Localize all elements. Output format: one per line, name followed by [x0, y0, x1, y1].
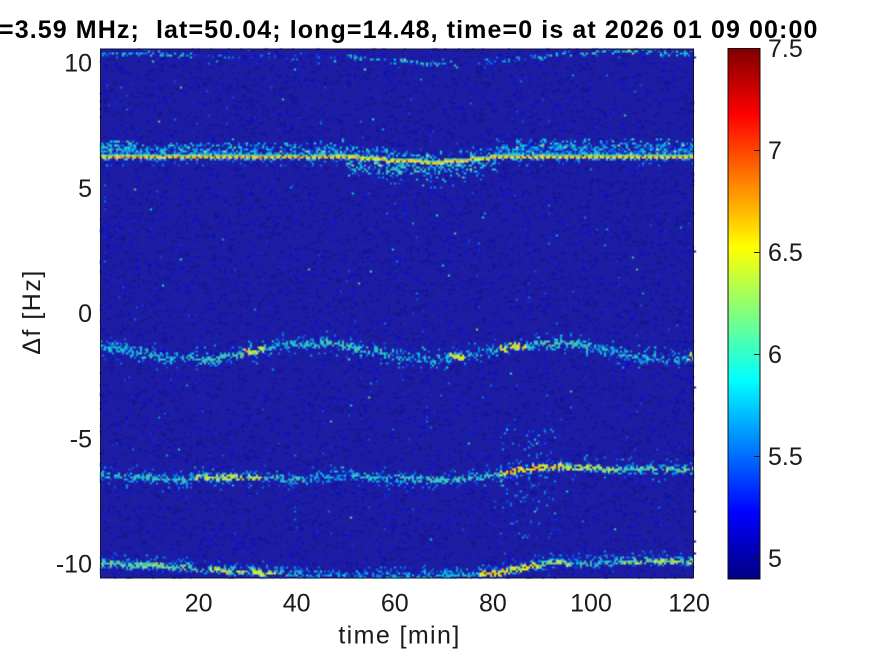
svg-text:6: 6 [768, 341, 782, 369]
svg-text:time [min]: time [min] [338, 622, 460, 650]
svg-text:10: 10 [64, 50, 92, 78]
svg-text:7.5: 7.5 [768, 35, 803, 63]
svg-text:Δf [Hz]: Δf [Hz] [18, 269, 46, 355]
svg-text:5.5: 5.5 [768, 443, 803, 471]
svg-text:20: 20 [185, 590, 213, 618]
svg-text:100: 100 [570, 590, 612, 618]
svg-text:5: 5 [768, 545, 782, 573]
svg-text:80: 80 [479, 590, 507, 618]
svg-text:60: 60 [381, 590, 409, 618]
svg-text:0: 0 [78, 300, 92, 328]
svg-text:=3.59 MHz; lat=50.04; long=14: =3.59 MHz; lat=50.04; long=14.48, time=0… [0, 16, 818, 44]
svg-text:40: 40 [283, 590, 311, 618]
svg-text:-10: -10 [56, 551, 92, 579]
svg-text:120: 120 [668, 590, 710, 618]
svg-text:6.5: 6.5 [768, 239, 803, 267]
svg-text:7: 7 [768, 137, 782, 165]
svg-text:-5: -5 [70, 425, 92, 453]
svg-text:5: 5 [78, 175, 92, 203]
